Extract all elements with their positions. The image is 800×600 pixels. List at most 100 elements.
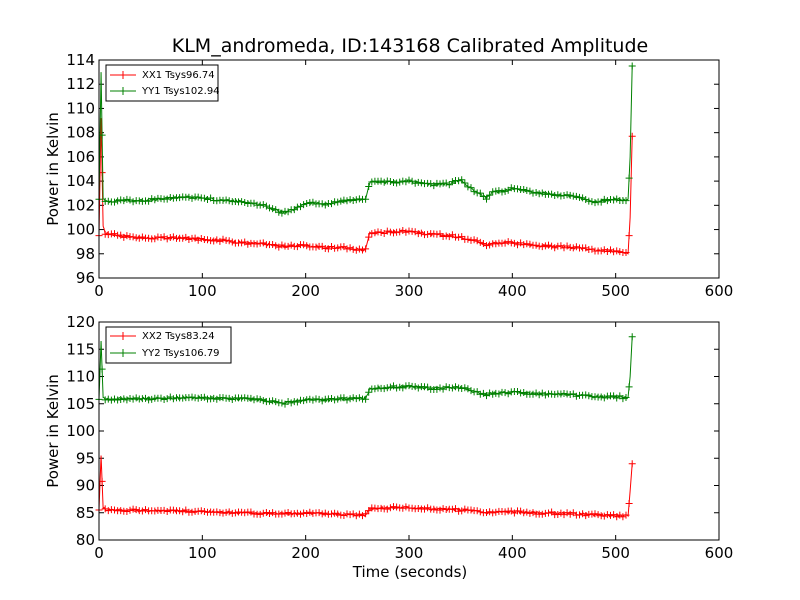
bottom-series-0-point [132, 506, 140, 514]
bottom-series-1-point [98, 365, 106, 373]
top-series-0-point [303, 242, 311, 250]
top-series-0-point [278, 241, 286, 249]
top-series-0-point [572, 243, 580, 251]
top-series-0-point [523, 240, 531, 248]
bottom-x-tick-label: 400 [498, 544, 527, 562]
bottom-series-0-point [458, 507, 466, 515]
chart-title: KLM_andromeda, ID:143168 Calibrated Ampl… [172, 35, 648, 57]
top-series-0-point [368, 230, 376, 238]
top-series-1-point [204, 195, 211, 203]
bottom-series-0-point [476, 508, 484, 516]
top-series-1-point [399, 177, 407, 185]
top-y-tick-label: 98 [76, 245, 95, 263]
bottom-y-tick-label: 110 [66, 368, 95, 386]
bottom-series-0-point [362, 510, 370, 518]
bottom-series [95, 333, 636, 521]
top-series-1-point [386, 177, 394, 185]
bottom-series-0-point [600, 512, 608, 520]
top-series-1-point [368, 178, 376, 186]
bottom-series-0-point [520, 509, 528, 517]
top-series-0-point [365, 233, 373, 241]
legend-label-yy2: YY2 Tsys106.79 [141, 348, 220, 359]
top-series-0-point [293, 243, 301, 251]
top-series-0-point [204, 236, 211, 244]
bottom-series-1-point [200, 393, 208, 401]
bottom-series-0-point [269, 509, 277, 517]
top-series-0-point [312, 243, 320, 251]
top-series-1-point [498, 188, 506, 196]
top-y-tick-label: 104 [66, 172, 95, 190]
x-axis-label: Time (seconds) [352, 563, 468, 581]
top-y-tick-label: 106 [66, 148, 95, 166]
top-x-tick-label: 0 [94, 282, 104, 300]
bottom-series-1-point [625, 383, 633, 391]
top-series-1-point [603, 197, 611, 205]
bottom-series-0-point [467, 506, 475, 514]
bottom-series-0-point [321, 509, 329, 517]
top-series-0-point [520, 241, 528, 249]
top-series-0-point [334, 244, 342, 252]
bottom-series-1-point [179, 394, 187, 402]
bottom-series-0-point [334, 510, 342, 518]
top-series-1-point [120, 197, 128, 205]
bottom-series-0-point [393, 503, 401, 511]
top-series-1-point [405, 176, 413, 184]
bottom-series-1-point [396, 383, 404, 391]
top-series-1-point [495, 187, 503, 195]
top-series-0-point [349, 245, 357, 253]
bottom-series-0-point [101, 505, 109, 513]
top-series-1-point [486, 191, 494, 199]
bottom-series-1-point [284, 398, 292, 406]
bottom-series-1-point [318, 397, 326, 405]
bottom-series-0-point [399, 504, 407, 512]
top-series-1-point [343, 197, 351, 205]
bottom-series-0-point [142, 506, 149, 514]
top-series-0-point [467, 236, 475, 244]
bottom-x-tick-label: 0 [94, 544, 104, 562]
bottom-series-1-point [538, 389, 546, 397]
bottom-series-0-point [160, 506, 168, 514]
top-series-0-point [129, 233, 137, 241]
bottom-series-1-point [414, 384, 422, 392]
top-series-1-point [185, 193, 193, 201]
bottom-series-0-point [169, 506, 177, 514]
top-series-1-point [111, 198, 118, 206]
top-series-1-point [117, 196, 125, 204]
bottom-series-1-point [166, 393, 174, 401]
top-series-1-point [455, 177, 463, 185]
top-series-0-point [300, 241, 308, 249]
bottom-series-1-point [225, 394, 233, 402]
top-series-1-point [461, 179, 469, 187]
top-series-1-point [259, 201, 267, 209]
top-series-0-point [343, 245, 351, 253]
top-series-0-point [510, 239, 518, 247]
top-series-0-point [386, 228, 394, 236]
top-series-1-point [591, 199, 599, 207]
bottom-series-0-point [436, 506, 444, 514]
bottom-series-0-point [176, 507, 184, 515]
top-series-1-point [529, 189, 537, 197]
top-series-1-point [123, 195, 131, 203]
bottom-series-1-point [163, 395, 171, 403]
bottom-series-1-point [622, 393, 630, 401]
top-series-0-point [507, 239, 515, 247]
bottom-series-1-point [306, 395, 314, 403]
bottom-series-1-point [303, 396, 311, 404]
top-series-0-point [597, 247, 605, 255]
bottom-series-1-point [436, 384, 444, 392]
bottom-y-tick-label: 80 [76, 531, 95, 549]
top-series-1-point [340, 196, 348, 204]
top-series-1-point [514, 185, 521, 193]
top-series-0-point [625, 232, 633, 240]
bottom-series-0-point [566, 510, 574, 518]
top-series-1-point [396, 178, 404, 186]
bottom-series-1-point [393, 384, 401, 392]
top-series-1-point [610, 196, 618, 204]
top-series-0-point [371, 229, 379, 237]
bottom-series-0-point [526, 509, 534, 517]
bottom-series-1-point [123, 396, 131, 404]
bottom-series-1-point [492, 389, 500, 397]
top-series-0-point [185, 235, 193, 243]
top-series-1-point [194, 193, 202, 201]
bottom-series-0-point [579, 510, 587, 518]
